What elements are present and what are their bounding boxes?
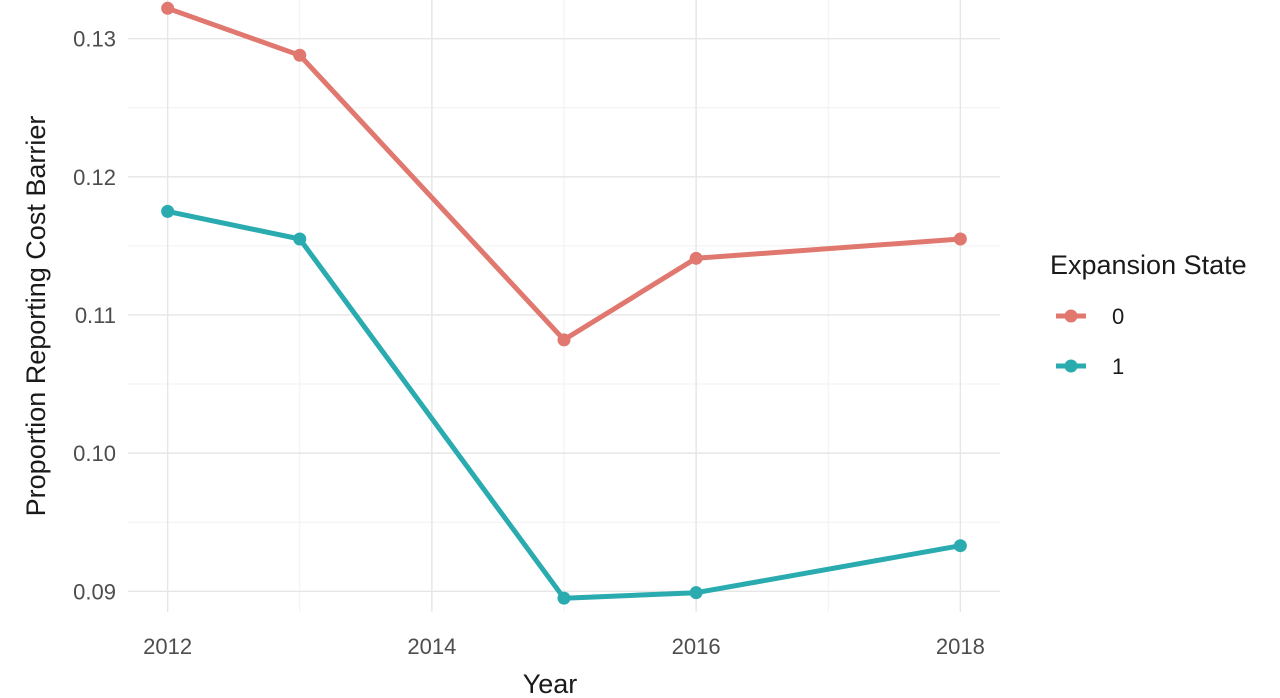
y-tick-label: 0.13 xyxy=(73,27,116,52)
legend-label: 1 xyxy=(1112,354,1124,379)
legend-title: Expansion State xyxy=(1050,250,1247,280)
y-tick-label: 0.10 xyxy=(73,441,116,466)
x-tick-label: 2016 xyxy=(672,634,721,659)
y-axis-title: Proportion Reporting Cost Barrier xyxy=(21,116,51,517)
data-point xyxy=(953,232,967,246)
minor-gridlines xyxy=(128,0,1000,612)
data-point xyxy=(557,333,571,347)
legend-item-0: 0 xyxy=(1056,304,1124,329)
x-tick-label: 2012 xyxy=(143,634,192,659)
y-tick-label: 0.11 xyxy=(75,303,116,328)
legend-item-1: 1 xyxy=(1056,354,1124,379)
x-axis-ticks: 2012 2014 2016 2018 xyxy=(143,634,985,659)
data-point xyxy=(293,48,307,62)
legend-label: 0 xyxy=(1112,304,1124,329)
x-tick-label: 2014 xyxy=(407,634,456,659)
legend: Expansion State 0 1 xyxy=(1050,250,1247,379)
y-tick-label: 0.09 xyxy=(73,579,116,604)
data-point xyxy=(953,539,967,553)
series-layer xyxy=(161,1,967,605)
series-0 xyxy=(161,1,967,347)
data-point xyxy=(293,232,307,246)
y-tick-label: 0.12 xyxy=(73,165,116,190)
major-gridlines xyxy=(128,0,1000,612)
legend-key-point xyxy=(1064,359,1078,373)
y-axis-ticks: 0.09 0.10 0.11 0.12 0.13 xyxy=(73,27,116,605)
data-point xyxy=(557,591,571,605)
data-point xyxy=(689,586,703,600)
x-axis-title: Year xyxy=(523,669,578,698)
series-1 xyxy=(161,204,967,605)
data-point xyxy=(161,1,175,15)
legend-key-point xyxy=(1064,309,1078,323)
data-point xyxy=(689,251,703,265)
data-point xyxy=(161,204,175,218)
x-tick-label: 2018 xyxy=(936,634,985,659)
